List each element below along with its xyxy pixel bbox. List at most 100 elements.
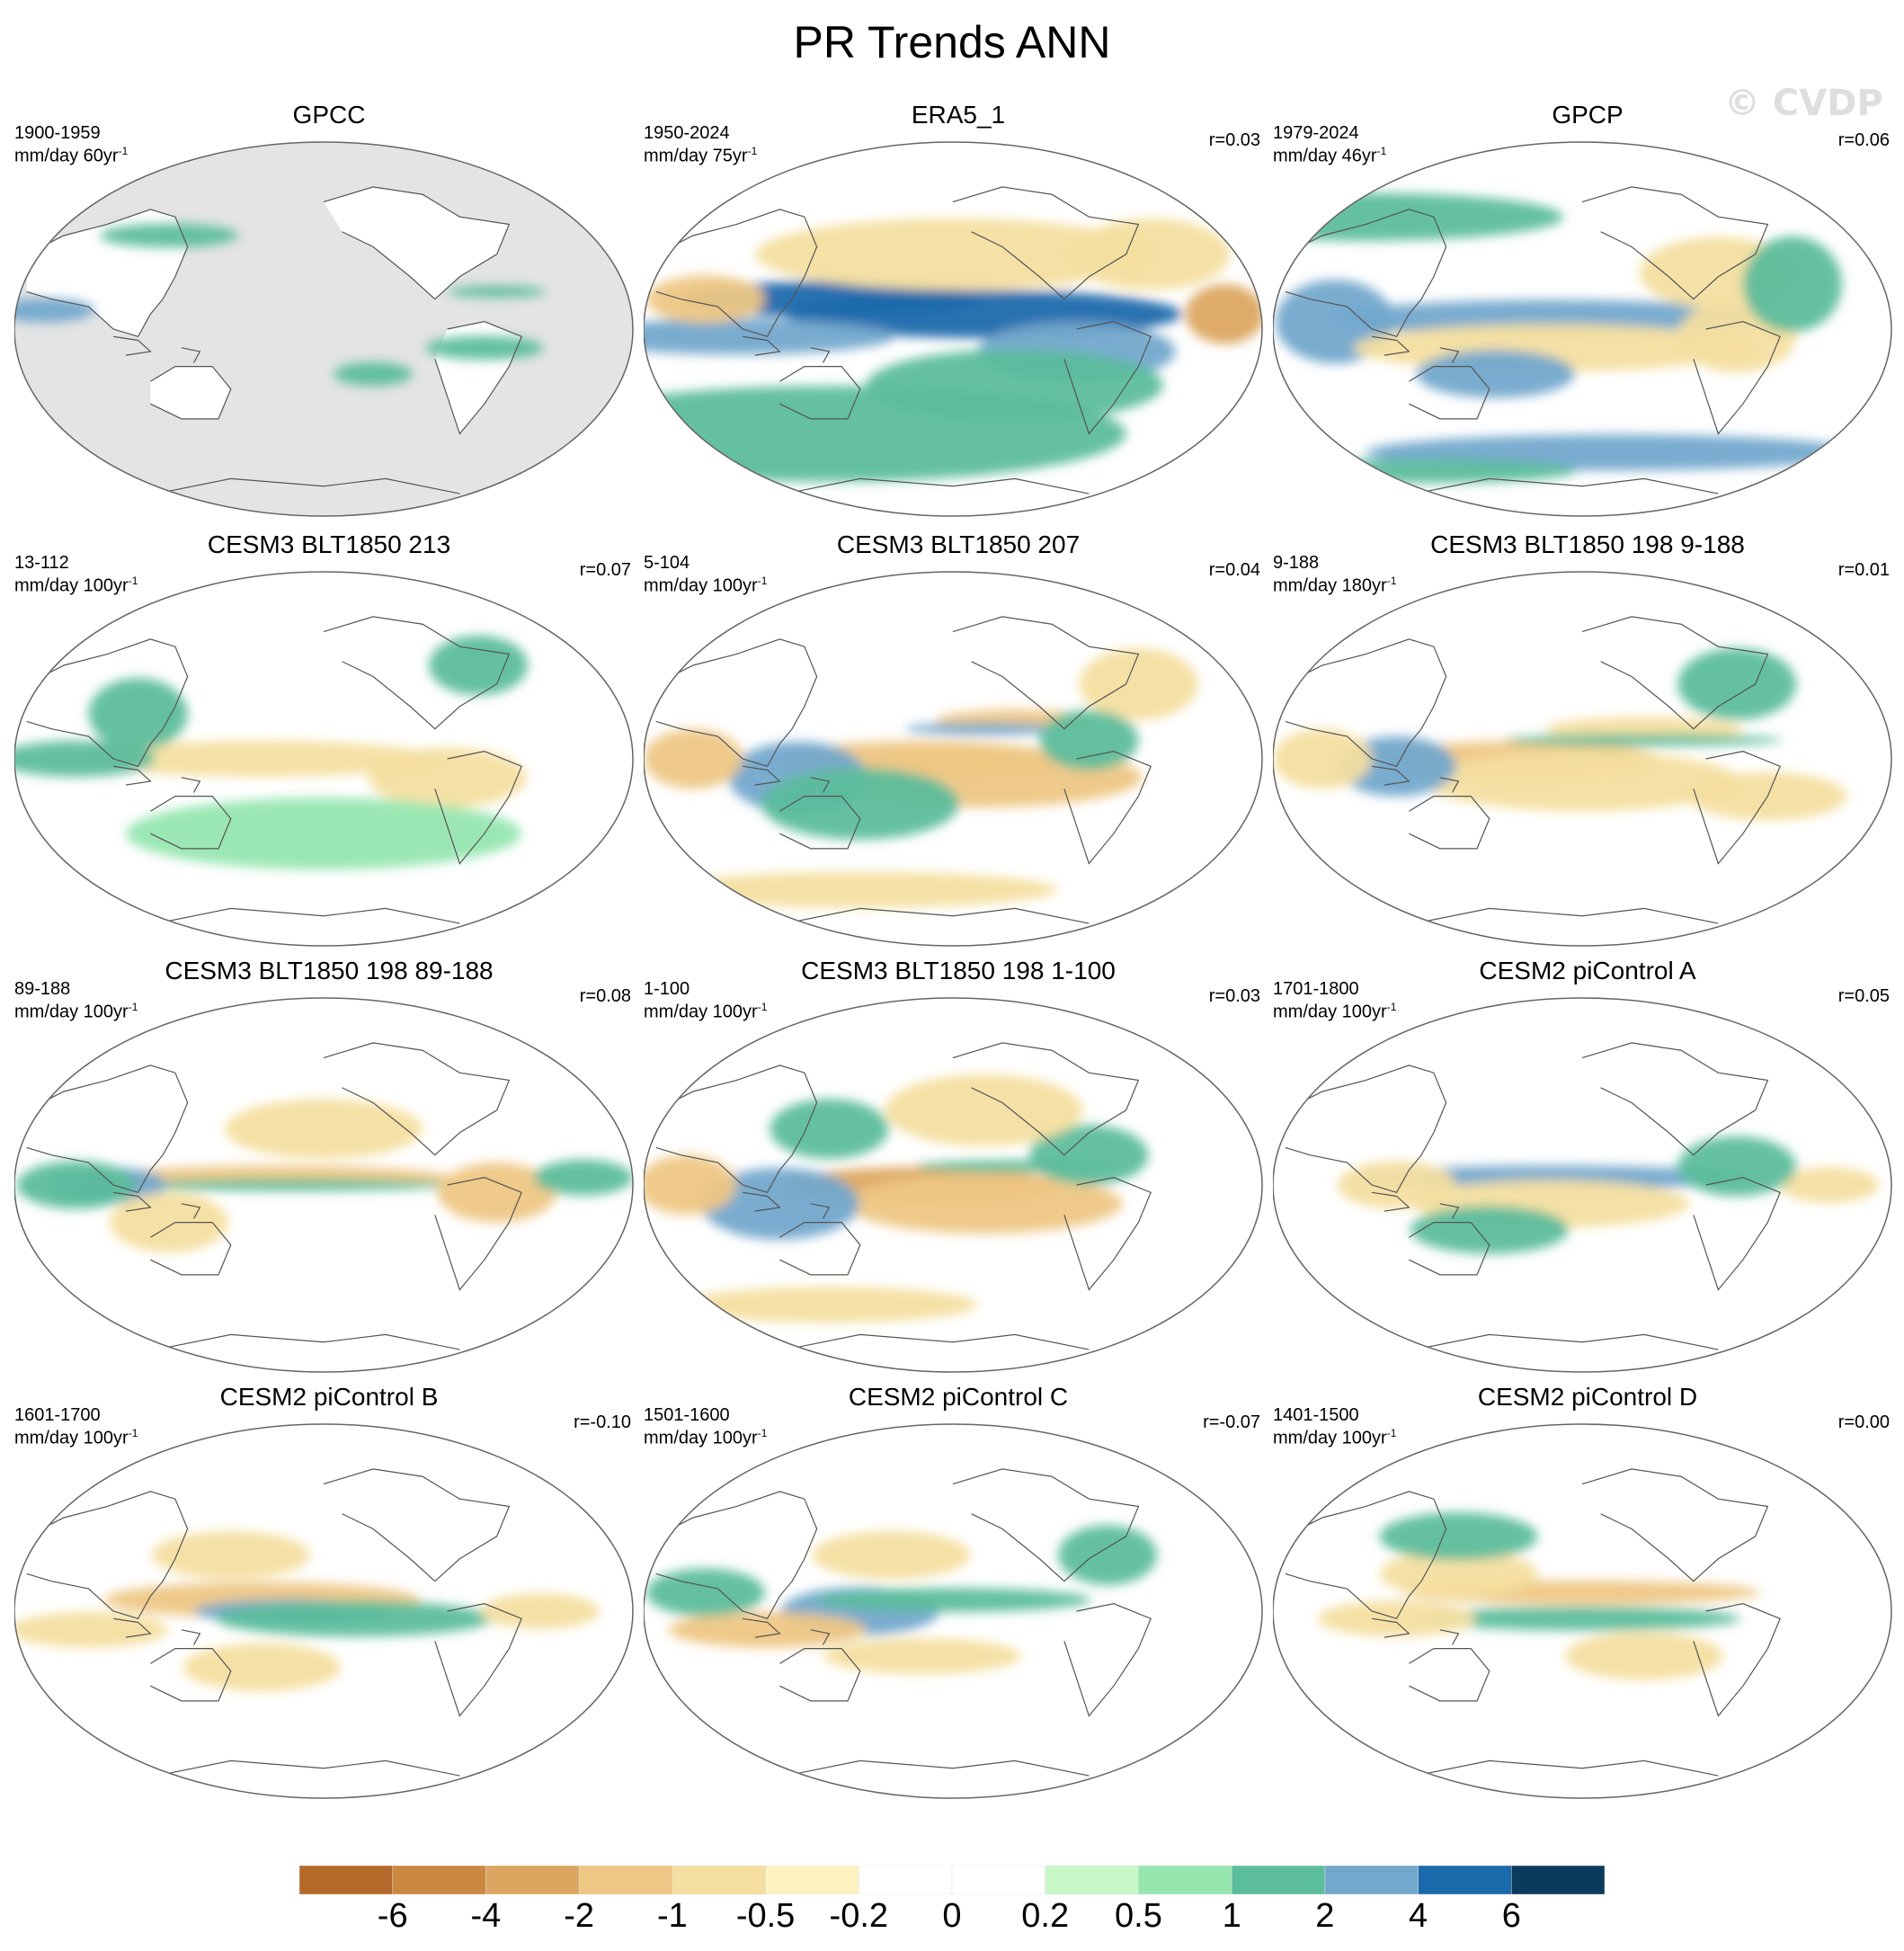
map-border <box>644 141 1263 517</box>
trend-anomaly <box>88 678 188 751</box>
panel-correlation: r=0.07 <box>579 560 631 580</box>
panel-correlation: r=0.03 <box>1208 130 1260 150</box>
coastline <box>1371 335 1410 356</box>
trend-anomaly <box>224 1099 423 1159</box>
map-border <box>14 997 634 1373</box>
coastline <box>1693 321 1781 435</box>
coastline <box>112 1191 152 1212</box>
panel-period: 13-112 <box>14 553 69 573</box>
coastline <box>952 1042 1140 1156</box>
trend-anomaly <box>885 1073 1083 1146</box>
panel-title: GPCP <box>1552 101 1624 129</box>
panel-correlation: r=0.08 <box>579 986 631 1006</box>
coastline <box>1063 321 1152 435</box>
coastline <box>779 366 861 420</box>
panel-period: 5-104 <box>644 553 690 573</box>
panel-title: CESM3 BLT1850 198 9-188 <box>1430 530 1745 558</box>
colorbar-tick-label: -0.5 <box>735 1897 796 1935</box>
trend-anomaly <box>662 871 1058 908</box>
colorbar-segment <box>859 1866 953 1894</box>
panel-title: CESM3 BLT1850 198 1-100 <box>801 957 1116 984</box>
coastline <box>810 1629 831 1645</box>
colorbar-segment <box>1138 1866 1232 1894</box>
trend-anomaly <box>700 1167 859 1240</box>
panel-title: GPCC <box>292 101 366 129</box>
trend-anomaly <box>1416 350 1575 398</box>
coastline <box>138 1759 460 1780</box>
robinson-map <box>1273 571 1892 947</box>
panel-period: 1950-2024 <box>644 123 730 143</box>
trend-anomaly <box>182 1643 342 1692</box>
colorbar-segment <box>392 1866 486 1894</box>
coastline <box>1581 1042 1769 1156</box>
trend-anomaly <box>14 298 95 323</box>
coastline <box>150 366 232 420</box>
colorbar <box>299 1866 1605 1894</box>
map-border <box>14 1423 634 1799</box>
coastline <box>952 186 1140 300</box>
coastline <box>181 1629 201 1645</box>
robinson-map <box>644 1423 1263 1799</box>
colorbar-segment <box>765 1866 859 1894</box>
land-area <box>324 186 510 299</box>
panel-period: 1401-1500 <box>1273 1405 1359 1425</box>
coastline <box>26 209 189 338</box>
coastline <box>26 1491 189 1620</box>
coastline <box>767 1759 1090 1780</box>
coastline <box>1409 1222 1490 1276</box>
trend-anomaly <box>1278 459 1577 484</box>
trend-anomaly <box>645 275 765 324</box>
map-panel: CESM2 piControl B 1601-1700 mm/day 100yr-1… <box>14 1383 644 1805</box>
colorbar-tick-label: -4 <box>470 1897 502 1935</box>
map-panel: CESM2 piControl D 1401-1500 mm/day 100yr-1… <box>1273 1383 1902 1805</box>
coastline <box>767 907 1090 928</box>
trend-anomaly <box>1079 647 1198 720</box>
coastline <box>779 1222 861 1276</box>
colorbar-tick-label: 6 <box>1501 1897 1521 1935</box>
coastline <box>1439 347 1460 363</box>
robinson-map <box>644 997 1263 1373</box>
coastline <box>1371 765 1410 786</box>
panel-period: 1601-1700 <box>14 1405 101 1425</box>
colorbar-tick-label: -2 <box>564 1897 595 1935</box>
panel-title: CESM3 BLT1850 198 89-188 <box>165 957 494 984</box>
coastline <box>1693 1603 1781 1717</box>
trend-anomaly <box>681 1287 978 1323</box>
trend-anomaly <box>1677 647 1797 720</box>
robinson-map <box>1273 997 1892 1373</box>
colorbar-tick-label: 0 <box>942 1897 962 1935</box>
robinson-map <box>1273 141 1892 517</box>
colorbar-tick-label: -1 <box>656 1897 688 1935</box>
panel-correlation: r=0.05 <box>1837 986 1890 1006</box>
coastline <box>26 1065 189 1194</box>
panel-units: mm/day 100yr-1 <box>1273 1427 1397 1448</box>
coastline <box>952 616 1140 730</box>
robinson-map <box>1273 1423 1892 1799</box>
map-panel: CESM2 piControl A 1701-1800 mm/day 100yr-1… <box>1273 957 1902 1379</box>
trend-anomaly <box>16 1161 136 1209</box>
map-border <box>644 571 1263 947</box>
coastline <box>810 1203 831 1219</box>
coastline <box>1693 1177 1781 1291</box>
coastline <box>323 1042 511 1156</box>
map-panel: ERA5_1 1950-2024 mm/day 75yr-1 r=0.03 <box>644 101 1273 523</box>
panel-correlation: r=-0.07 <box>1203 1412 1260 1432</box>
coastline <box>112 1617 152 1638</box>
coastline <box>323 186 511 300</box>
colorbar-segment <box>1324 1866 1419 1894</box>
map-panel: CESM3 BLT1850 198 89-188 89-188 mm/day 100… <box>14 957 644 1379</box>
colorbar-tick-label: 4 <box>1408 1897 1428 1935</box>
coastline <box>181 777 201 793</box>
panel-period: 1-100 <box>644 979 690 999</box>
colorbar-tick-label: -0.2 <box>829 1897 889 1935</box>
coastline <box>434 1177 522 1291</box>
coastline <box>1581 616 1769 730</box>
colorbar-tick-label: 2 <box>1315 1897 1335 1935</box>
map-panel: GPCP 1979-2024 mm/day 46yr-1 r=0.06 <box>1273 101 1902 523</box>
robinson-map <box>644 571 1263 947</box>
trend-anomaly <box>668 1611 867 1648</box>
trend-anomaly <box>125 797 522 870</box>
panel-units: mm/day 100yr-1 <box>14 1001 138 1022</box>
panel-correlation: r=0.04 <box>1208 560 1260 580</box>
coastline <box>1581 186 1769 300</box>
